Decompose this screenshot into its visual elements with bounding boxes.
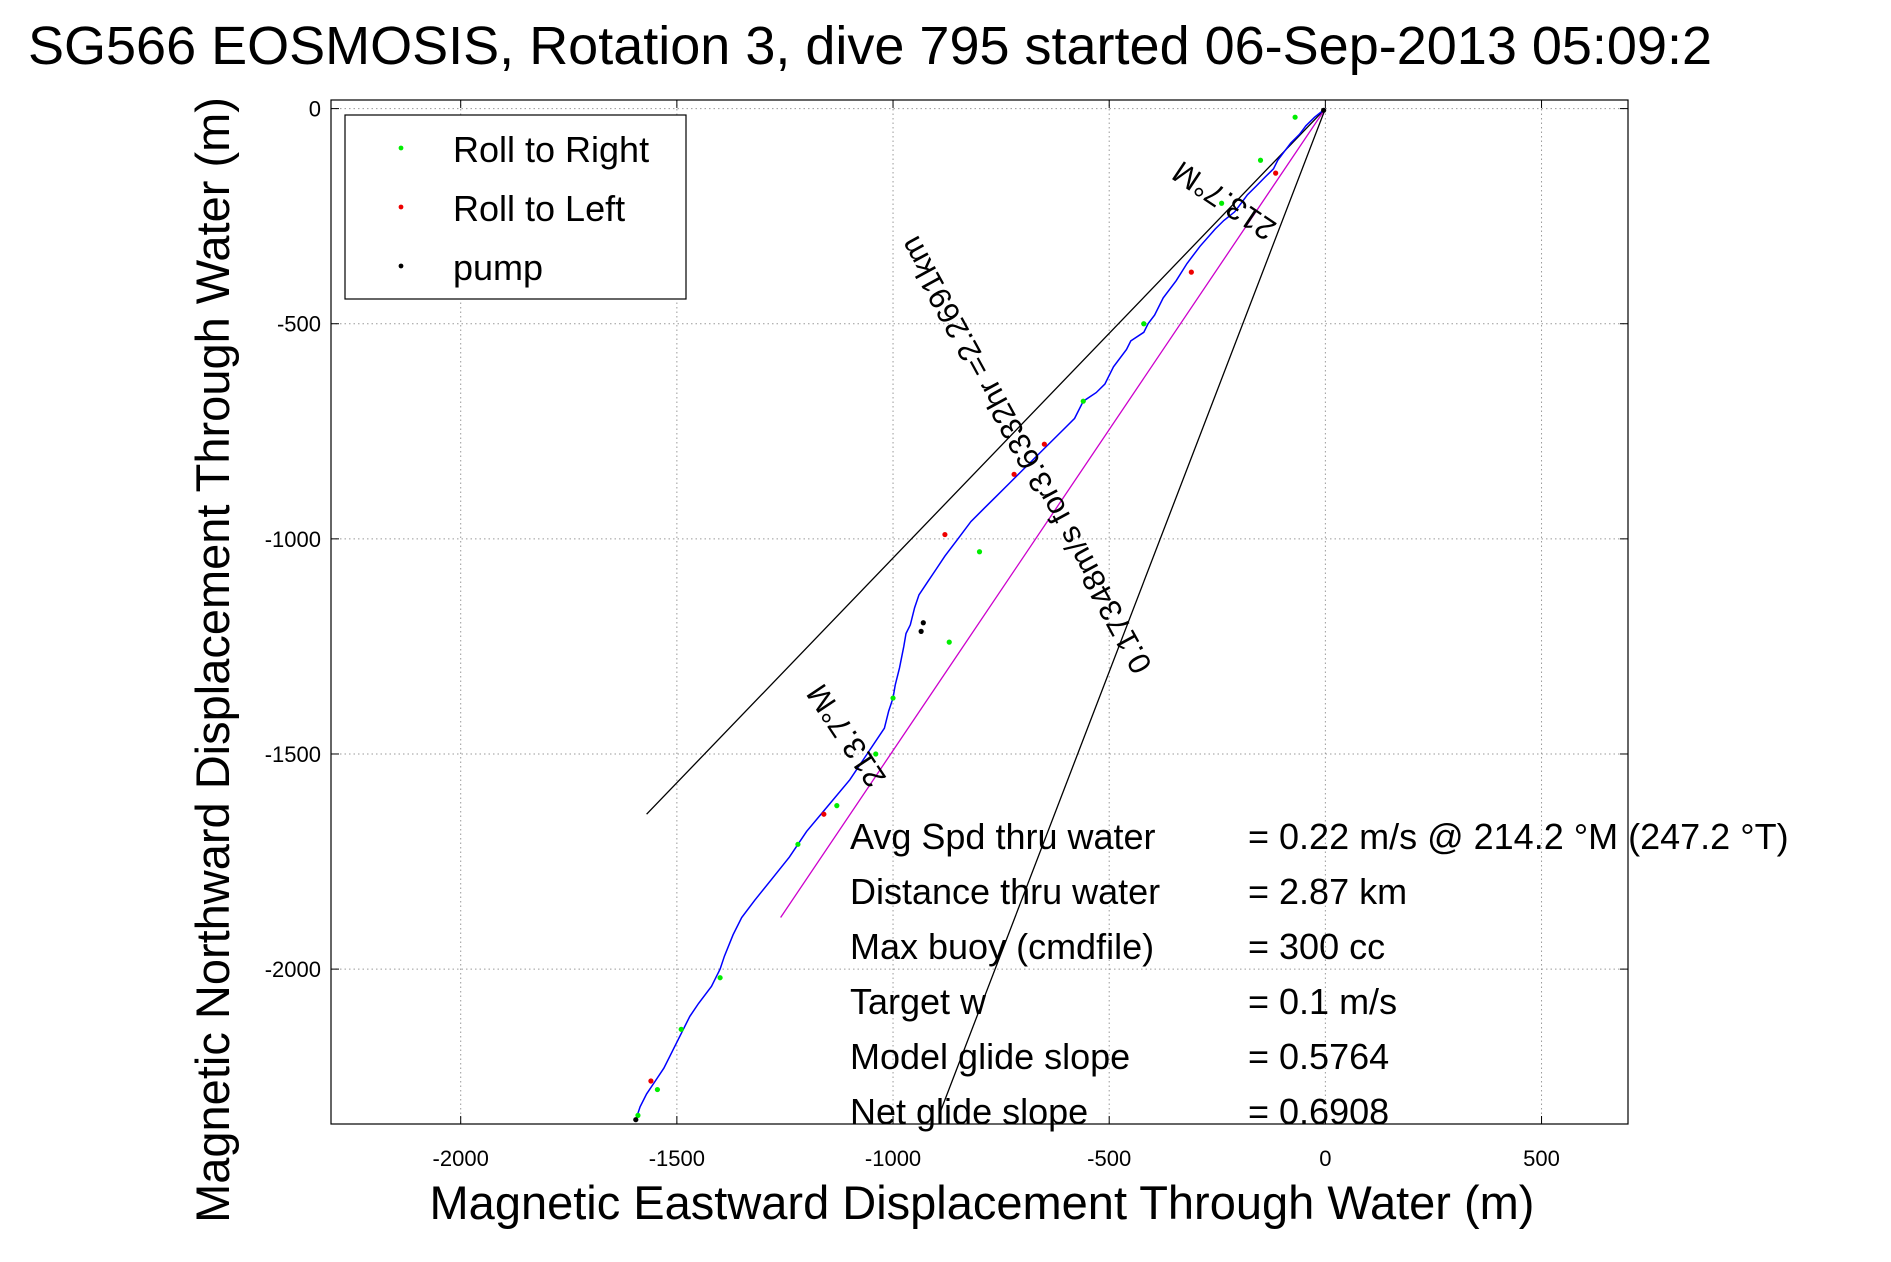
legend-marker — [398, 145, 404, 151]
annotation-value: = 2.87 km — [1248, 871, 1407, 912]
y-tick-label: -1500 — [265, 742, 321, 767]
y-tick-label: -1000 — [265, 527, 321, 552]
x-axis-label: Magnetic Eastward Displacement Through W… — [430, 1176, 1535, 1229]
roll-left-marker — [1041, 441, 1047, 447]
pump-marker — [920, 620, 926, 626]
annotation-label: Target w — [850, 981, 987, 1022]
annotation-label: Max buoy (cmdfile) — [850, 926, 1154, 967]
annotation-value: = 0.1 m/s — [1248, 981, 1397, 1022]
pump-marker — [1321, 107, 1327, 113]
annotation-value: = 300 cc — [1248, 926, 1385, 967]
legend-marker — [398, 263, 404, 269]
roll-right-marker — [946, 639, 952, 645]
x-tick-label: -500 — [1087, 1146, 1131, 1171]
annotation-value: = 0.22 m/s @ 214.2 °M (247.2 °T) — [1248, 816, 1789, 857]
roll-left-marker — [1188, 269, 1194, 275]
roll-right-marker — [1257, 157, 1264, 163]
y-tick-label: 0 — [309, 97, 321, 122]
roll-markers — [633, 107, 1327, 1123]
annotation-label: Net glide slope — [850, 1091, 1088, 1132]
pump-marker — [918, 628, 924, 634]
annotation-value: = 0.6908 — [1248, 1091, 1389, 1132]
roll-right-marker — [678, 1026, 684, 1032]
track-line — [635, 108, 1326, 1120]
x-tick-label: -2000 — [433, 1146, 489, 1171]
roll-right-marker — [1219, 200, 1225, 206]
roll-right-marker — [717, 975, 723, 981]
roll-left-marker — [942, 531, 948, 538]
roll-left-marker — [1273, 170, 1279, 176]
roll-left-marker — [648, 1078, 654, 1084]
grid — [331, 100, 1628, 1124]
pump-marker — [633, 1117, 639, 1123]
x-tick-label: 500 — [1523, 1146, 1560, 1171]
roll-right-marker — [1141, 321, 1147, 327]
legend-entry-label: pump — [453, 247, 543, 288]
plot-frame — [330, 99, 1629, 1125]
reference-line — [939, 108, 1326, 1112]
roll-right-marker — [654, 1086, 661, 1093]
roll-left-marker — [821, 811, 827, 817]
annotation-label: Avg Spd thru water — [850, 816, 1156, 857]
roll-right-marker — [976, 549, 983, 555]
roll-right-marker — [873, 751, 879, 757]
reference-lines — [646, 108, 1326, 1112]
roll-right-marker — [834, 803, 840, 809]
legend-entry-label: Roll to Right — [453, 129, 649, 170]
roll-right-marker — [890, 695, 896, 701]
roll-right-marker — [1292, 114, 1298, 120]
y-tick-label: -2000 — [265, 957, 321, 982]
stats-annotation: Avg Spd thru water = 0.22 m/s @ 214.2 °M … — [850, 816, 1789, 1132]
chart-title: SG566 EOSMOSIS, Rotation 3, dive 795 sta… — [28, 16, 1712, 76]
legend-entry-label: Roll to Left — [453, 188, 625, 229]
x-tick-label: -1000 — [865, 1146, 921, 1171]
track-series — [635, 108, 1326, 1120]
x-tick-label: -1500 — [649, 1146, 705, 1171]
axis-ticks: -2000 -1500 -1000 -500 0 500 0 -500 -1000 -1500 -2… — [265, 97, 1628, 1171]
legend: Roll to Right Roll to Left pump — [344, 114, 687, 300]
legend-marker — [398, 204, 404, 210]
roll-right-marker — [1080, 398, 1086, 404]
x-tick-label: 0 — [1319, 1146, 1331, 1171]
annotation-label: Distance thru water — [850, 871, 1160, 912]
reference-line — [646, 108, 1326, 815]
annotation-label: Model glide slope — [850, 1036, 1130, 1077]
roll-right-marker — [795, 841, 801, 847]
annotation-value: = 0.5764 — [1248, 1036, 1389, 1077]
y-axis-label: Magnetic Northward Displacement Through … — [186, 97, 239, 1223]
y-tick-label: -500 — [277, 312, 321, 337]
roll-right-marker — [635, 1112, 641, 1118]
reference-line — [780, 108, 1326, 918]
roll-left-marker — [1011, 471, 1017, 477]
